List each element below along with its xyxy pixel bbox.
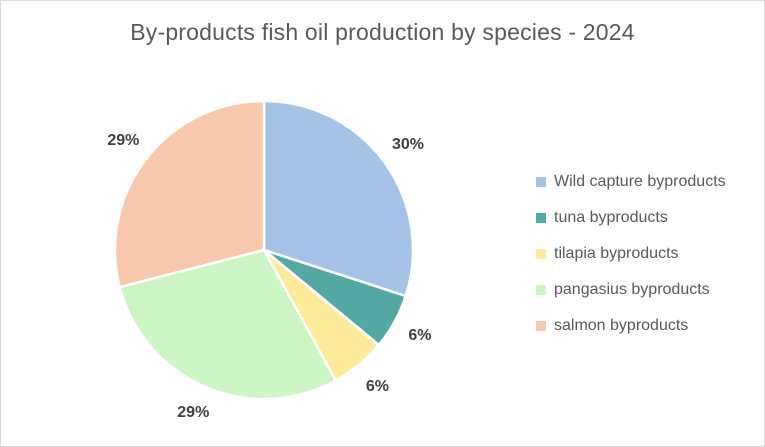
legend-item-5: salmon byproducts	[536, 308, 726, 344]
legend-swatch	[536, 177, 546, 187]
legend-swatch	[536, 213, 546, 223]
data-label-5: 29%	[107, 131, 140, 149]
legend-label: salmon byproducts	[554, 317, 689, 334]
legend: Wild capture byproducts tuna byproducts ti…	[536, 164, 726, 344]
pie-slice-5	[113, 99, 266, 289]
legend-swatch	[536, 321, 546, 331]
chart-title: By-products fish oil production by speci…	[130, 19, 635, 45]
pie-slice-4	[118, 248, 338, 401]
legend-swatch	[536, 249, 546, 259]
legend-item-1: Wild capture byproducts	[536, 164, 726, 200]
legend-item-4: pangasius byproducts	[536, 272, 726, 308]
legend-label: pangasius byproducts	[554, 281, 710, 298]
data-label-4: 29%	[177, 404, 210, 422]
legend-item-2: tuna byproducts	[536, 200, 726, 236]
data-label-1: 30%	[391, 136, 425, 154]
legend-swatch	[536, 285, 546, 295]
legend-item-3: tilapia byproducts	[536, 236, 726, 272]
legend-label: tuna byproducts	[554, 209, 668, 226]
pie-slice-1	[262, 99, 415, 298]
data-label-3: 6%	[365, 378, 390, 396]
data-label-2: 6%	[408, 326, 432, 344]
legend-label: Wild capture byproducts	[554, 173, 726, 190]
legend-label: tilapia byproducts	[554, 245, 679, 262]
